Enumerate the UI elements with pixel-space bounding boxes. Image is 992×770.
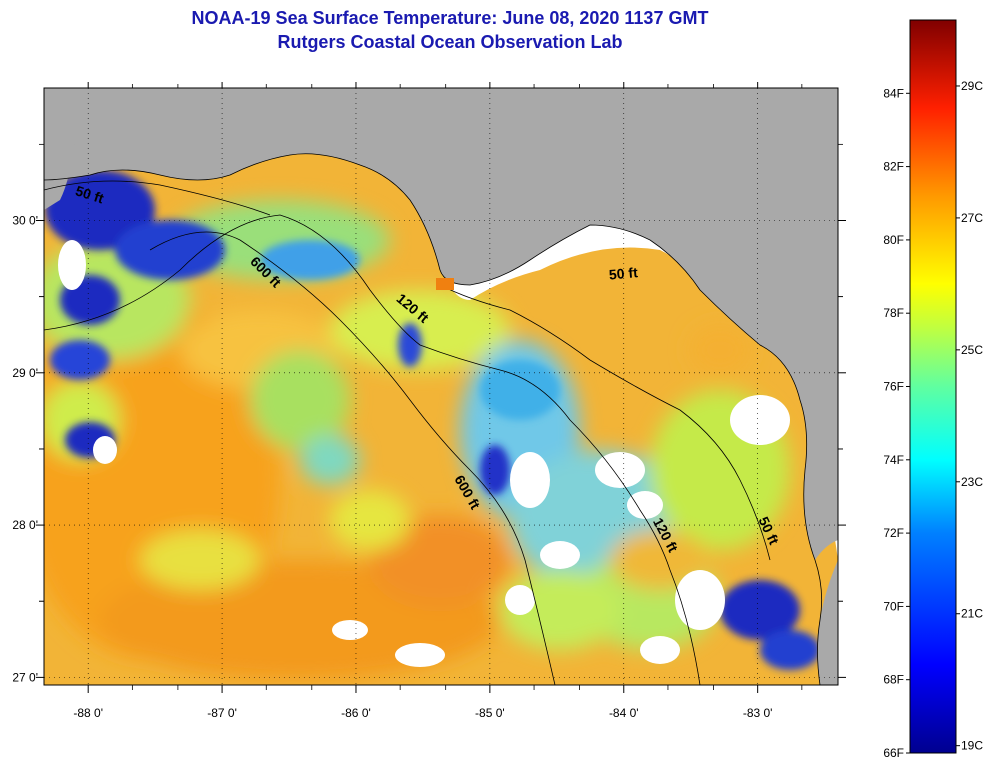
contour-label: 50 ft [608, 264, 638, 282]
warm-spot [436, 278, 454, 290]
colorbar-c-label: 21C [961, 607, 983, 621]
lon-tick-label: -87 0' [207, 706, 237, 720]
lon-tick-label: -84 0' [609, 706, 639, 720]
map-border [43, 87, 839, 686]
cloud-patch [640, 636, 680, 664]
lon-tick-label: -83 0' [743, 706, 773, 720]
cold-patch [50, 340, 110, 380]
cold-patch [115, 220, 225, 280]
cold-patch [45, 170, 155, 250]
colorbar-c-label: 29C [961, 79, 983, 93]
mild-patch [330, 490, 410, 550]
colorbar-f-label: 72F [883, 526, 904, 540]
colorbar-f-label: 82F [883, 160, 904, 174]
cloud-patch [332, 620, 368, 640]
mild-patch [250, 350, 350, 450]
colorbar-f-label: 70F [883, 599, 904, 613]
cloud-patch [627, 491, 663, 519]
lat-tick-label: 27 0' [12, 670, 38, 684]
axis-ticks: -88 0' -87 0' -86 0' -85 0' -84 0' -83 0' 30 0… [12, 82, 846, 720]
lat-tick-label: 30 0' [12, 213, 38, 227]
colorbar-c-label: 27C [961, 211, 983, 225]
lat-tick-label: 29 0' [12, 366, 38, 380]
contour-600ft [149, 231, 556, 685]
mild-patch [300, 435, 360, 485]
mild-patch [330, 290, 510, 370]
cloud-patch [595, 452, 645, 488]
contour-50ft-east [439, 284, 771, 561]
contour-120ft [44, 214, 701, 685]
lat-tick-label: 28 0' [12, 518, 38, 532]
colorbar [909, 19, 957, 754]
cold-patch [480, 360, 560, 420]
warm-patch [690, 325, 750, 375]
cloud-patch [395, 643, 445, 667]
colorbar-labels: 84F 82F 80F 78F 76F 74F 72F 70F 68F 66F 29C 27C 25C 2… [883, 79, 983, 760]
colorbar-f-label: 80F [883, 233, 904, 247]
colorbar-f-label: 76F [883, 380, 904, 394]
mild-patch [140, 530, 260, 590]
cold-patch [398, 323, 422, 367]
land-mass-south [817, 560, 838, 685]
cold-patch [480, 445, 510, 495]
lon-tick-label: -85 0' [475, 706, 505, 720]
colorbar-f-label: 84F [883, 86, 904, 100]
colorbar-f-label: 68F [883, 673, 904, 687]
cloud-patch [675, 570, 725, 630]
land-mass [44, 88, 838, 560]
cloud-patch [510, 452, 550, 508]
lon-tick-label: -86 0' [341, 706, 371, 720]
cloud-patch [93, 436, 117, 464]
sst-map [44, 88, 838, 685]
figure-subtitle: Rutgers Coastal Ocean Observation Lab [277, 32, 623, 52]
lon-tick-label: -88 0' [73, 706, 103, 720]
warm-patch [610, 530, 710, 590]
colorbar-f-label: 78F [883, 306, 904, 320]
warm-patch [370, 515, 510, 605]
colorbar-f-label: 74F [883, 453, 904, 467]
colorbar-c-label: 25C [961, 343, 983, 357]
colorbar-c-label: 23C [961, 475, 983, 489]
contour-50ft-west [44, 180, 271, 216]
colorbar-c-label: 19C [961, 739, 983, 753]
cloud-patch [505, 585, 535, 615]
cloud-patch [58, 240, 86, 290]
colorbar-f-label: 66F [883, 746, 904, 760]
cloud-patch [730, 395, 790, 445]
cold-patch [720, 580, 800, 640]
cold-patch [760, 630, 820, 670]
figure-title: NOAA-19 Sea Surface Temperature: June 08… [191, 8, 709, 28]
coastline [44, 153, 823, 685]
cold-patch [260, 240, 360, 280]
cloud-patch [540, 541, 580, 569]
